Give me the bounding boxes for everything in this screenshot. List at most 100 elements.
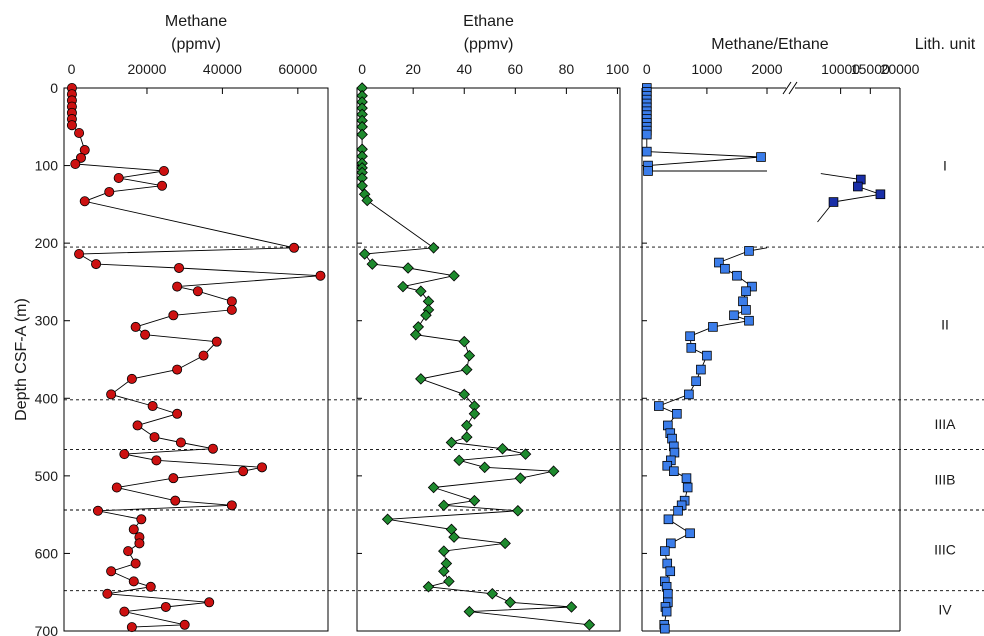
ethane-point-60 <box>565 601 578 613</box>
ethane-point-29 <box>458 335 471 348</box>
methane-point-26 <box>130 321 141 332</box>
ratio-upper-entry-line <box>820 173 861 180</box>
methane-point-28 <box>211 336 222 347</box>
ratio-point-27 <box>708 322 718 332</box>
ethane-point-41 <box>453 454 465 467</box>
methane-point-21 <box>172 281 183 292</box>
methane-point-14 <box>104 186 115 197</box>
methane-point-30 <box>172 364 183 375</box>
axis-break-mark-1 <box>782 81 792 95</box>
ratio-point-34 <box>654 401 664 411</box>
methane-point-49 <box>128 524 139 535</box>
methane-point-38 <box>207 443 218 454</box>
ethane-point-30 <box>463 349 476 362</box>
ethane-point-53 <box>438 545 450 557</box>
ethane-series-line <box>361 88 590 626</box>
ethane-point-33 <box>458 388 471 401</box>
lith-unit-label-1: II <box>941 317 949 333</box>
ratio-upper-x-tick-label-1: 15000 <box>851 61 890 77</box>
y-tick-label-3: 300 <box>35 313 59 329</box>
methane-point-23 <box>226 296 237 307</box>
ethane-point-42 <box>478 461 491 474</box>
ratio-point-60 <box>661 606 672 617</box>
ethane-point-31 <box>461 363 473 376</box>
ratio-point-23 <box>738 296 748 307</box>
ratio-point-35 <box>672 408 682 419</box>
lith-unit-label-4: IIIC <box>934 542 956 558</box>
methane-point-47 <box>92 505 103 516</box>
ratio-point-52 <box>660 546 670 556</box>
ethane-point-26 <box>420 309 432 322</box>
methane-point-41 <box>256 462 267 473</box>
ratio-point-24 <box>741 305 751 315</box>
methane-point-52 <box>123 546 134 557</box>
methane-point-9 <box>75 152 86 163</box>
methane-point-25 <box>168 310 179 321</box>
methane-point-24 <box>226 304 237 315</box>
ratio-point-13 <box>642 146 652 157</box>
methane-point-43 <box>168 473 179 484</box>
methane-point-34 <box>172 408 183 419</box>
methane-point-40 <box>151 455 162 466</box>
y-tick-label-4: 400 <box>35 390 59 406</box>
ethane-point-38 <box>445 436 458 449</box>
methane-point-58 <box>204 597 215 608</box>
methane-panel: Methane (ppmv) 0 20000 40000 60000 <box>63 13 329 633</box>
methane-point-51 <box>134 538 145 549</box>
ethane-point-43 <box>547 465 560 477</box>
ethane-point-22 <box>397 280 409 293</box>
methane-point-19 <box>174 262 185 273</box>
ratio-point-30 <box>702 350 712 361</box>
methane-point-59 <box>160 601 171 612</box>
methane-point-53 <box>130 558 141 569</box>
ratio-point-22 <box>741 286 751 297</box>
ethane-point-35 <box>468 408 481 420</box>
axis-break-mark-2 <box>788 81 798 95</box>
methane-point-10 <box>70 159 81 170</box>
ethane-point-37 <box>461 431 473 443</box>
ethane-title: Ethane <box>463 13 514 30</box>
ethane-point-32 <box>415 373 427 385</box>
methane-point-22 <box>192 286 203 297</box>
ethane-point-59 <box>504 596 516 609</box>
methane-point-27 <box>140 329 151 340</box>
methane-point-57 <box>102 588 113 599</box>
ratio-point-25 <box>729 310 739 321</box>
y-axis-label: Depth CSF-A (m) <box>13 298 30 421</box>
ethane-point-39 <box>496 442 509 455</box>
ratio-point-33 <box>684 389 694 400</box>
ratio-upper-x-tick-label-0: 10000 <box>821 61 860 77</box>
ratio-lower-x-tick-label-2: 2000 <box>751 61 782 77</box>
ethane-panel: Ethane (ppmv) 0 20 40 60 80 100 <box>356 13 629 632</box>
ethane-point-7 <box>356 128 368 141</box>
ethane-point-46 <box>468 494 481 507</box>
ratio-point-31 <box>696 364 706 375</box>
ratio-upper-x-tick-label-2: 20000 <box>881 61 920 77</box>
methane-point-62 <box>126 622 137 633</box>
methane-point-55 <box>128 576 139 587</box>
methane-point-35 <box>132 420 143 431</box>
methane-point-48 <box>136 514 147 525</box>
ratio-point-20 <box>732 270 742 281</box>
ratio-lower-x-tick-label-1: 1000 <box>691 61 722 77</box>
ratio-lower-x-tick-label-0: 0 <box>643 61 651 77</box>
ethane-x-tick-label-1: 20 <box>405 61 421 77</box>
ratio-point-57 <box>663 588 673 599</box>
ethane-point-20 <box>402 262 414 274</box>
ratio-point-42 <box>662 460 673 471</box>
ratio-point-26 <box>744 315 754 326</box>
y-tick-label-6: 600 <box>35 545 59 561</box>
methane-point-31 <box>126 373 137 384</box>
methane-point-7 <box>74 127 85 138</box>
methane-point-42 <box>238 466 249 477</box>
ethane-unit: (ppmv) <box>464 36 514 53</box>
methane-point-61 <box>179 619 190 630</box>
methane-point-29 <box>198 350 209 361</box>
ratio-point-18 <box>714 257 724 268</box>
methane-point-11 <box>158 166 169 177</box>
y-tick-label-5: 500 <box>35 468 59 484</box>
methane-point-60 <box>119 606 130 617</box>
methane-point-6 <box>66 120 77 131</box>
